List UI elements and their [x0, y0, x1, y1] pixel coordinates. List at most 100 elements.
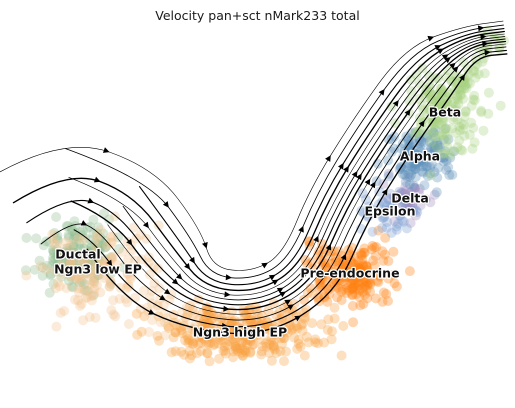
cell-point — [81, 248, 92, 259]
cell-point — [389, 143, 399, 154]
cell-point — [68, 240, 79, 251]
cell-point — [402, 203, 413, 214]
cell-point — [381, 206, 392, 217]
cell-point — [78, 315, 89, 326]
cell-point — [402, 197, 413, 208]
cell-point — [328, 268, 339, 279]
cell-point — [314, 275, 325, 286]
velocity-arrowhead — [434, 45, 442, 51]
cell-point — [426, 136, 437, 147]
cell-point — [52, 277, 63, 288]
cell-point — [331, 282, 342, 293]
cell-point — [343, 285, 354, 296]
cell-point — [51, 321, 62, 332]
cell-point — [441, 155, 452, 166]
velocity-arrowhead — [279, 291, 286, 298]
cell-point — [76, 276, 87, 287]
cell-point — [75, 243, 86, 254]
cell-point — [67, 226, 78, 236]
cell-point — [62, 243, 73, 254]
chart-title: Velocity pan+sct nMark233 total — [155, 8, 360, 23]
cell-point — [122, 297, 133, 308]
cell-point — [353, 263, 364, 274]
cell-point — [476, 107, 487, 118]
cell-point — [132, 329, 143, 340]
cell-point — [389, 216, 400, 227]
cell-point — [398, 192, 409, 203]
cell-point — [454, 84, 465, 95]
cell-point — [351, 272, 362, 283]
cell-point — [356, 205, 367, 216]
cell-point — [447, 114, 458, 125]
cell-point — [337, 258, 348, 269]
cell-point — [47, 229, 58, 240]
cell-point — [77, 271, 88, 282]
cell-point — [291, 321, 302, 332]
cell-point — [204, 356, 215, 367]
cell-point — [248, 339, 259, 350]
cell-point — [85, 258, 95, 269]
cell-point — [479, 68, 490, 79]
cell-point — [442, 98, 453, 109]
cluster-label: Pre-endocrine — [300, 266, 399, 281]
cell-point — [367, 240, 378, 251]
cell-point — [83, 254, 94, 265]
cell-point — [69, 227, 80, 238]
streamline — [122, 36, 506, 301]
cell-point — [47, 260, 57, 271]
cell-point — [438, 156, 449, 167]
cell-point — [214, 334, 225, 345]
velocity-arrowhead — [477, 25, 485, 32]
cell-point — [240, 347, 251, 358]
velocity-arrowhead — [381, 188, 388, 196]
cell-point — [408, 164, 418, 175]
cell-point — [383, 296, 393, 306]
cell-point — [60, 258, 71, 269]
cell-point — [356, 248, 367, 259]
cell-point — [248, 332, 259, 343]
cell-point — [200, 334, 210, 345]
cell-point — [92, 254, 103, 265]
cell-point — [202, 347, 213, 358]
cell-point — [401, 195, 412, 206]
cell-point — [293, 338, 304, 349]
cell-point — [379, 211, 390, 222]
cell-point — [411, 159, 422, 170]
cell-point — [406, 187, 417, 198]
cell-point — [420, 194, 431, 205]
cell-point — [383, 205, 393, 216]
cell-point — [377, 196, 388, 207]
cell-point — [374, 186, 385, 197]
cell-point — [281, 346, 291, 357]
cell-point — [237, 343, 248, 354]
cell-point — [135, 304, 146, 315]
cell-point — [70, 273, 81, 284]
cell-point — [62, 263, 72, 274]
cell-point — [432, 140, 442, 151]
cell-point — [66, 262, 77, 273]
cell-point — [310, 337, 321, 348]
cell-point — [315, 279, 326, 290]
cell-point — [74, 271, 84, 282]
cell-point — [400, 176, 411, 187]
cell-point — [330, 252, 341, 263]
cell-point — [359, 243, 370, 254]
cell-point — [453, 99, 464, 109]
cell-point — [316, 319, 327, 330]
cell-point — [89, 289, 100, 299]
cell-point — [378, 213, 389, 223]
cell-point — [386, 202, 397, 213]
cell-point — [188, 336, 199, 347]
cell-point — [67, 261, 77, 272]
cell-point — [50, 254, 61, 265]
cell-point — [437, 130, 448, 141]
cell-point — [256, 311, 267, 321]
cell-point — [407, 194, 417, 205]
cell-point — [295, 341, 306, 352]
cell-point — [58, 247, 69, 258]
cell-point — [409, 182, 420, 193]
cell-point — [93, 255, 104, 266]
cell-point — [69, 247, 80, 258]
cell-point — [337, 284, 348, 295]
cell-point — [73, 263, 84, 274]
